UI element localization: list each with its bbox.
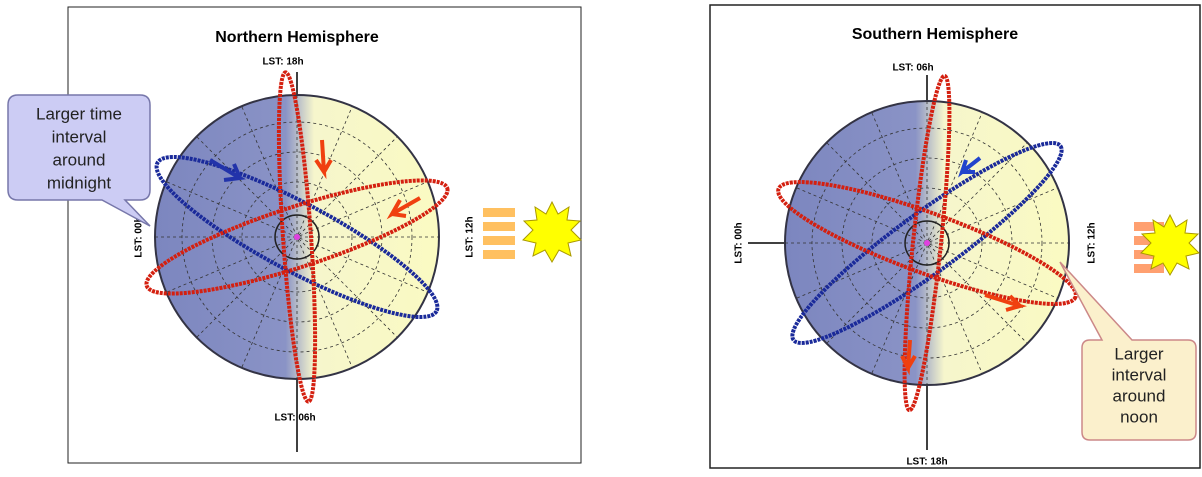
lst-left: LST: 00h bbox=[134, 216, 145, 257]
title: Northern Hemisphere bbox=[215, 29, 379, 46]
callout-line: interval bbox=[52, 127, 107, 146]
callout-line: around bbox=[1113, 386, 1166, 405]
callout-line: Larger time bbox=[36, 104, 122, 123]
lst-top: LST: 18h bbox=[262, 57, 303, 68]
lst-left: LST: 00h bbox=[734, 222, 745, 263]
lst-top: LST: 06h bbox=[892, 63, 933, 74]
south-panel: Southern Hemisphere LST: 06h LST: 18h LS… bbox=[709, 4, 1201, 469]
callout-line: around bbox=[53, 150, 106, 169]
callout-line: Larger bbox=[1114, 344, 1163, 363]
callout-line: interval bbox=[1112, 365, 1167, 384]
title: Southern Hemisphere bbox=[852, 26, 1018, 43]
lst-bottom: LST: 18h bbox=[906, 457, 947, 468]
north-panel: Northern Hemisphere LST: 18h LST: 06h LS… bbox=[7, 6, 582, 464]
lst-right: LST: 12h bbox=[1087, 222, 1098, 263]
lst-right: LST: 12h bbox=[465, 216, 476, 257]
lst-bottom: LST: 06h bbox=[274, 413, 315, 424]
callout-line: noon bbox=[1120, 407, 1158, 426]
callout-line: midnight bbox=[47, 173, 112, 192]
